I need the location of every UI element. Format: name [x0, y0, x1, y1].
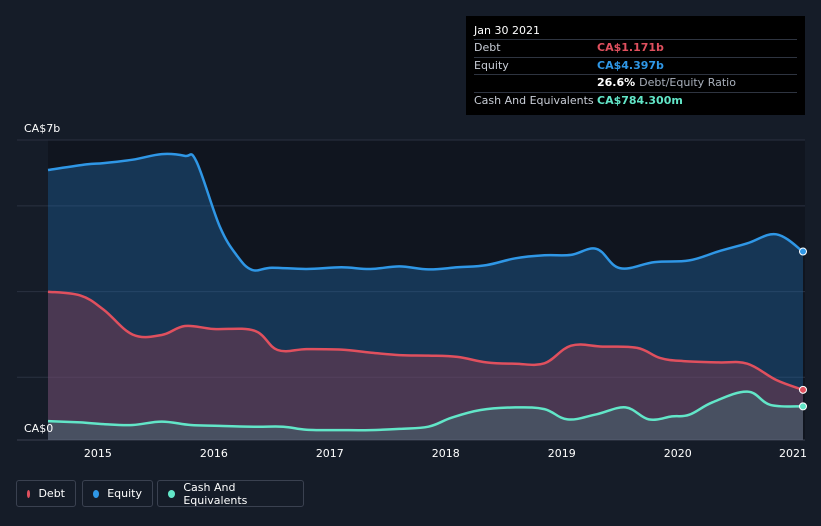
- cash-dot-icon: [168, 489, 176, 498]
- x-tick-label: 2019: [548, 447, 576, 460]
- x-tick-label: 2017: [316, 447, 344, 460]
- legend-item-equity[interactable]: Equity: [82, 480, 153, 507]
- equity-line: [47, 152, 804, 272]
- tooltip-debt-label: Debt: [474, 41, 501, 54]
- y-tick-label-top: CA$7b: [24, 122, 60, 135]
- cash-area: [48, 391, 803, 440]
- legend-item-cash[interactable]: Cash And Equivalents: [157, 480, 304, 507]
- tooltip-panel: Jan 30 2021 Debt CA$1.171b Equity CA$4.3…: [466, 16, 805, 115]
- legend-debt-label: Debt: [38, 487, 65, 500]
- tooltip-cash-label: Cash And Equivalents: [474, 93, 594, 107]
- cash-end-marker: [799, 402, 807, 411]
- series-end-markers: [799, 247, 807, 411]
- tooltip-row-debt: Debt CA$1.171b: [474, 40, 797, 58]
- plot-area: [48, 140, 805, 440]
- x-tick-label: 2020: [664, 447, 692, 460]
- legend-cash-label: Cash And Equivalents: [183, 480, 248, 507]
- y-tick-label-zero: CA$0: [24, 422, 53, 435]
- tooltip-equity-label: Equity: [474, 58, 509, 72]
- grid-lines: [17, 139, 805, 441]
- x-tick-label: 2021: [779, 447, 807, 460]
- tooltip-equity-value: CA$4.397b: [597, 58, 664, 72]
- equity-end-marker: [799, 247, 807, 256]
- tooltip-row-cash: Cash And Equivalents CA$784.300m: [474, 93, 797, 110]
- axis-labels: CA$7b CA$0 2015 2016 2017 2018 2019 2020 2021: [24, 122, 807, 460]
- x-tick-label: 2015: [84, 447, 112, 460]
- series-lines: [47, 152, 804, 432]
- legend-equity-label: Equity: [107, 487, 142, 500]
- cash-line: [47, 390, 804, 432]
- equity-area: [48, 153, 803, 441]
- tooltip-ratio-spacer: [474, 75, 597, 92]
- equity-dot-icon: [93, 489, 100, 498]
- tooltip-row-equity: Equity CA$4.397b: [474, 58, 797, 75]
- tooltip-debt-value: CA$1.171b: [597, 41, 664, 54]
- debt-end-marker: [799, 385, 807, 394]
- tooltip-date: Jan 30 2021: [474, 22, 797, 40]
- tooltip-cash-value: CA$784.300m: [597, 93, 683, 107]
- x-tick-label: 2016: [200, 447, 228, 460]
- tooltip-ratio-label: Debt/Equity Ratio: [639, 76, 736, 89]
- legend-item-debt[interactable]: Debt: [16, 480, 76, 507]
- debt-line: [47, 290, 804, 391]
- tooltip-row-ratio: 26.6% Debt/Equity Ratio: [474, 75, 797, 93]
- debt-dot-icon: [27, 489, 31, 498]
- tooltip-ratio-value: 26.6%: [597, 76, 636, 89]
- x-tick-label: 2018: [432, 447, 460, 460]
